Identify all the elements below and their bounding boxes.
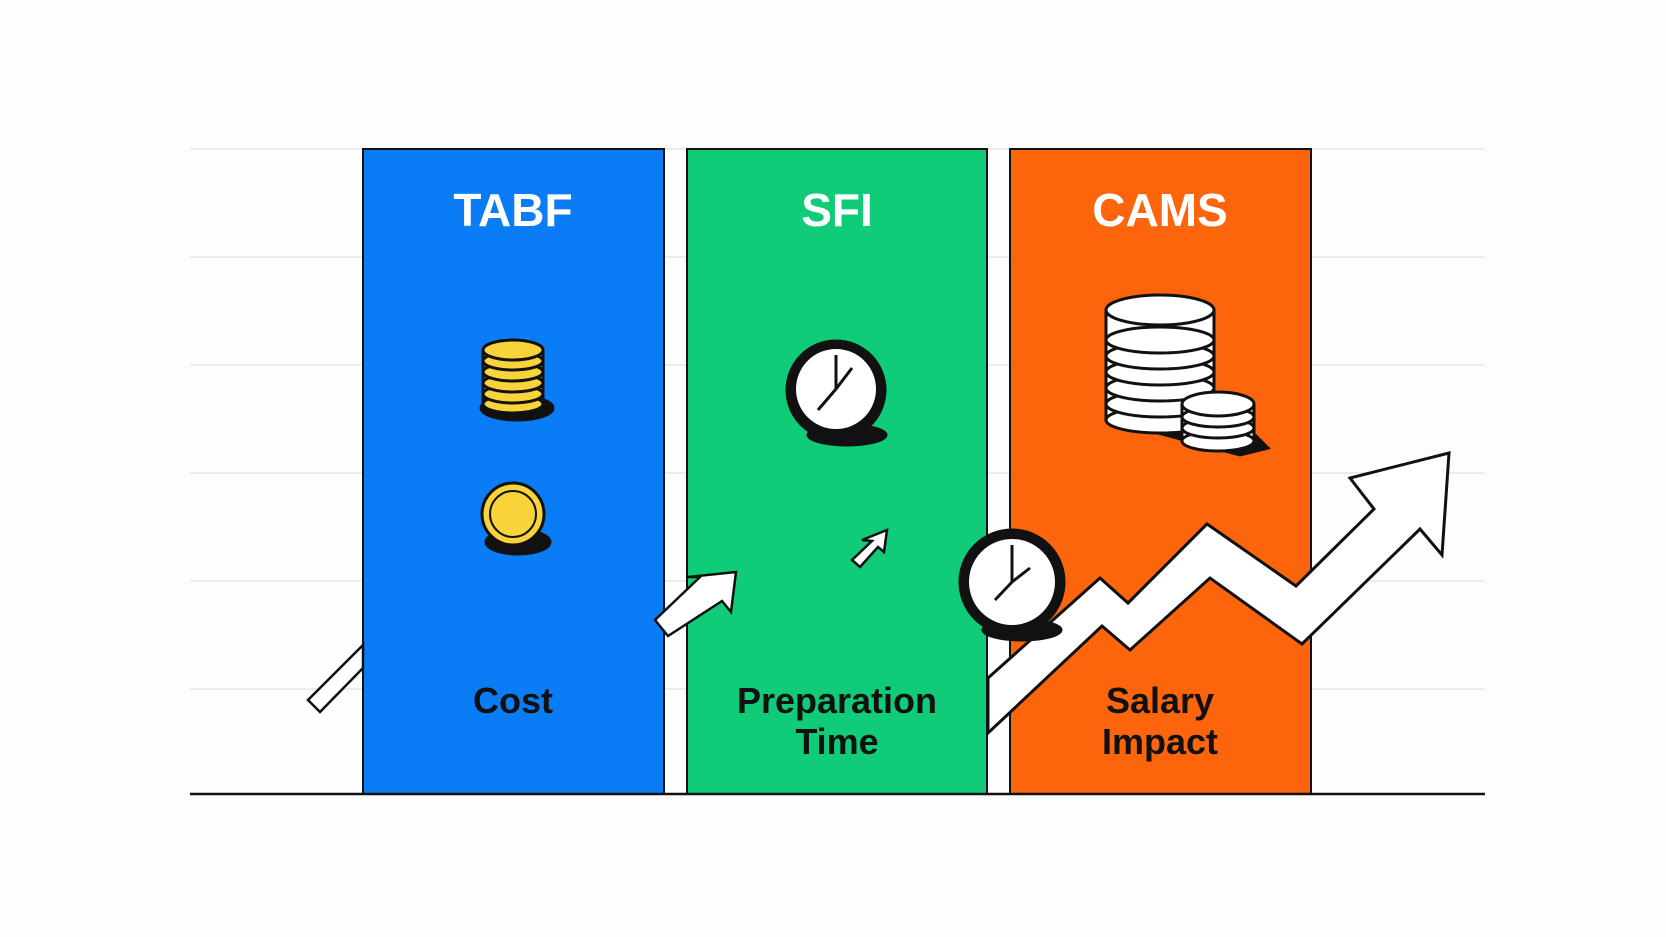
- column-label-cost: Cost: [473, 680, 553, 721]
- trend-arrow-large: [986, 451, 1451, 737]
- trend-arrow-small: [653, 570, 738, 638]
- column-title-cams: CAMS: [1092, 184, 1227, 236]
- column-label-time: Time: [795, 721, 878, 762]
- coin-icon: [480, 481, 552, 556]
- column-label-salary: Salary: [1106, 680, 1214, 721]
- column-tabf: [362, 148, 665, 795]
- trend-arrow-tiny: [850, 528, 889, 569]
- coin-stack-icon: [479, 338, 555, 422]
- column-sfi: [686, 148, 988, 795]
- clock-icon-secondary: [958, 528, 1066, 642]
- clock-icon: [785, 339, 888, 447]
- column-cams: [1009, 148, 1312, 795]
- large-coin-stack-icon: [1104, 293, 1271, 457]
- column-label-preparation: Preparation: [737, 680, 937, 721]
- column-title-tabf: TABF: [453, 184, 572, 236]
- column-label-impact: Impact: [1102, 721, 1218, 762]
- trend-arrow-segment: [306, 641, 365, 714]
- column-title-sfi: SFI: [801, 184, 873, 236]
